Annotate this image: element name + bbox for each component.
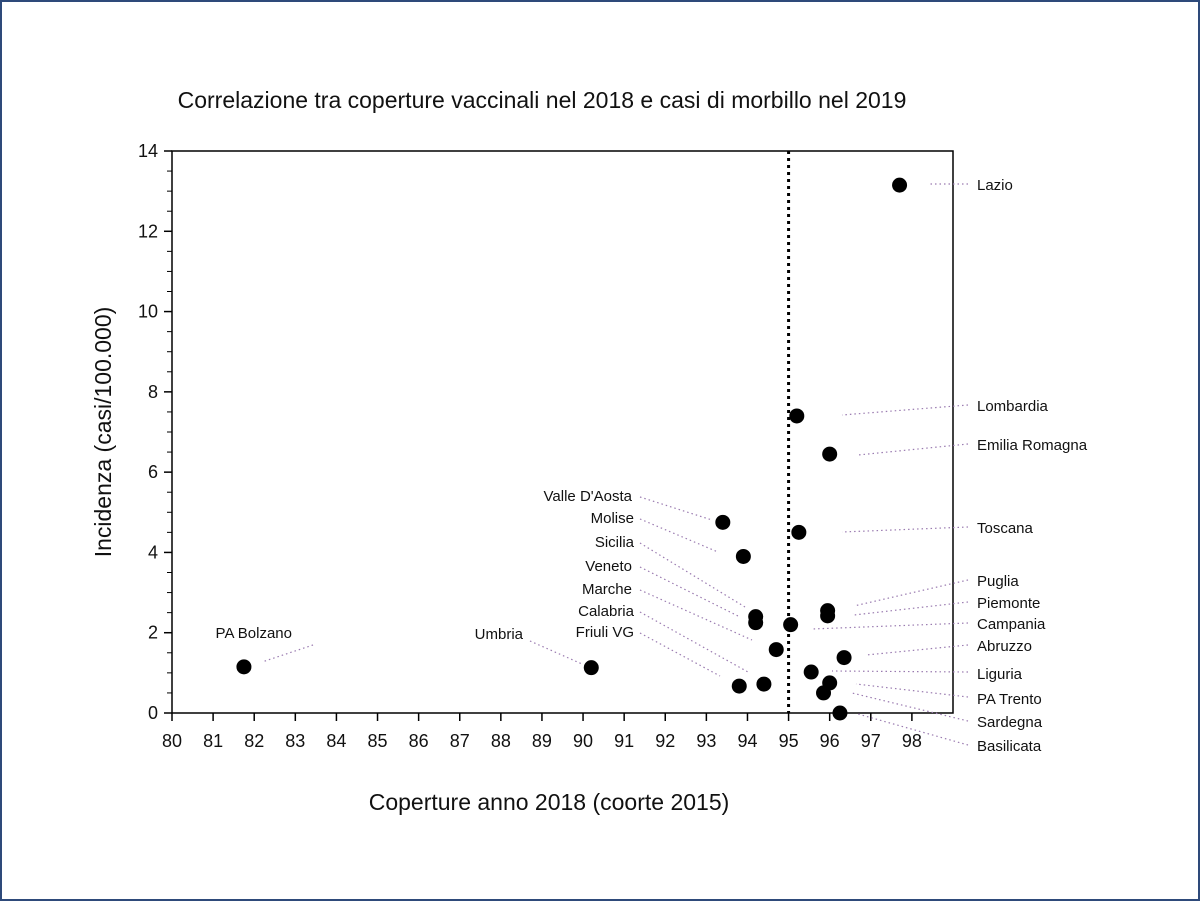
region-label: Sardegna xyxy=(977,714,1043,731)
leader-line xyxy=(811,622,969,630)
y-tick-label: 12 xyxy=(138,221,158,241)
region-label: Piemonte xyxy=(977,595,1040,612)
x-tick-label: 80 xyxy=(162,731,182,751)
y-tick-label: 4 xyxy=(148,542,158,562)
data-point xyxy=(756,676,772,692)
leader-line xyxy=(639,589,753,641)
data-point xyxy=(836,650,852,666)
x-tick-label: 98 xyxy=(902,731,922,751)
region-label: Sicilia xyxy=(595,534,635,551)
region-label: Campania xyxy=(977,616,1046,633)
chart-title: Correlazione tra coperture vaccinali nel… xyxy=(178,87,907,113)
leader-line xyxy=(853,579,969,607)
x-tick-label: 81 xyxy=(203,731,223,751)
x-tick-label: 88 xyxy=(491,731,511,751)
x-tick-label: 83 xyxy=(285,731,305,751)
leader-line xyxy=(639,632,721,677)
region-label: Molise xyxy=(591,510,634,527)
y-tick-label: 2 xyxy=(148,623,158,643)
data-point xyxy=(803,664,819,680)
leader-line xyxy=(853,601,969,616)
data-point xyxy=(816,685,832,701)
data-point xyxy=(783,617,799,633)
region-label: Emilia Romagna xyxy=(977,437,1088,454)
x-axis: 80 81 82 83 84 85 86 87 88 89 90 91 92 93 94 95 96 97 98 xyxy=(162,713,922,751)
region-label: Umbria xyxy=(475,626,524,643)
y-axis: 0 2 4 6 8 10 12 14 xyxy=(138,141,172,723)
y-tick-label: 8 xyxy=(148,382,158,402)
region-label: Basilicata xyxy=(977,738,1042,755)
data-point xyxy=(820,608,836,624)
data-point xyxy=(789,408,805,424)
y-tick-label: 0 xyxy=(148,703,158,723)
y-axis-label: Incidenza (casi/100.000) xyxy=(90,307,116,558)
data-point xyxy=(715,514,731,530)
leader-line xyxy=(529,640,583,665)
x-tick-label: 89 xyxy=(532,731,552,751)
data-point xyxy=(832,705,848,721)
y-tick-label: 10 xyxy=(138,302,158,322)
leader-line xyxy=(855,683,969,698)
x-tick-label: 92 xyxy=(655,731,675,751)
leader-line xyxy=(851,692,969,722)
x-tick-label: 96 xyxy=(820,731,840,751)
leader-line xyxy=(841,526,969,533)
leader-line xyxy=(831,670,969,673)
x-tick-label: 93 xyxy=(696,731,716,751)
leader-line xyxy=(857,713,969,746)
data-points xyxy=(236,177,908,721)
region-label: Lombardia xyxy=(977,398,1049,415)
x-tick-label: 95 xyxy=(779,731,799,751)
leader-line xyxy=(639,566,741,618)
data-point xyxy=(735,548,751,564)
data-point xyxy=(892,177,908,193)
leader-line xyxy=(261,644,314,663)
leader-line xyxy=(639,496,713,521)
region-label: PA Bolzano xyxy=(216,625,292,642)
data-point xyxy=(791,524,807,540)
data-point xyxy=(768,642,784,658)
leader-line xyxy=(857,443,969,456)
region-label: Marche xyxy=(582,581,632,598)
y-tick-label: 6 xyxy=(148,462,158,482)
x-tick-label: 94 xyxy=(737,731,757,751)
label-leaders xyxy=(261,183,969,746)
leader-line xyxy=(639,542,746,608)
region-label: Liguria xyxy=(977,666,1023,683)
region-label: Valle D'Aosta xyxy=(544,488,633,505)
leader-line xyxy=(841,404,969,416)
x-tick-label: 87 xyxy=(450,731,470,751)
data-point xyxy=(236,659,252,675)
region-label: Puglia xyxy=(977,573,1019,590)
x-tick-label: 85 xyxy=(368,731,388,751)
data-point xyxy=(731,678,747,694)
region-label: Toscana xyxy=(977,520,1034,537)
x-tick-label: 84 xyxy=(326,731,346,751)
data-point xyxy=(748,615,764,631)
leader-line xyxy=(639,518,719,553)
x-tick-label: 91 xyxy=(614,731,634,751)
y-minor-ticks xyxy=(167,170,172,694)
region-label: Veneto xyxy=(585,558,632,575)
y-tick-label: 14 xyxy=(138,141,158,161)
region-label: Abruzzo xyxy=(977,638,1032,655)
x-tick-label: 82 xyxy=(244,731,264,751)
x-axis-label: Coperture anno 2018 (coorte 2015) xyxy=(369,789,730,815)
region-label: Calabria xyxy=(578,603,635,620)
x-tick-label: 97 xyxy=(861,731,881,751)
data-point xyxy=(822,446,838,462)
x-tick-label: 90 xyxy=(573,731,593,751)
region-label: Friuli VG xyxy=(576,624,634,641)
region-label: PA Trento xyxy=(977,691,1042,708)
region-labels: Lazio Lombardia Emilia Romagna Toscana Pugli… xyxy=(216,177,1088,755)
region-label: Lazio xyxy=(977,177,1013,194)
x-tick-label: 86 xyxy=(409,731,429,751)
data-point xyxy=(583,660,599,676)
